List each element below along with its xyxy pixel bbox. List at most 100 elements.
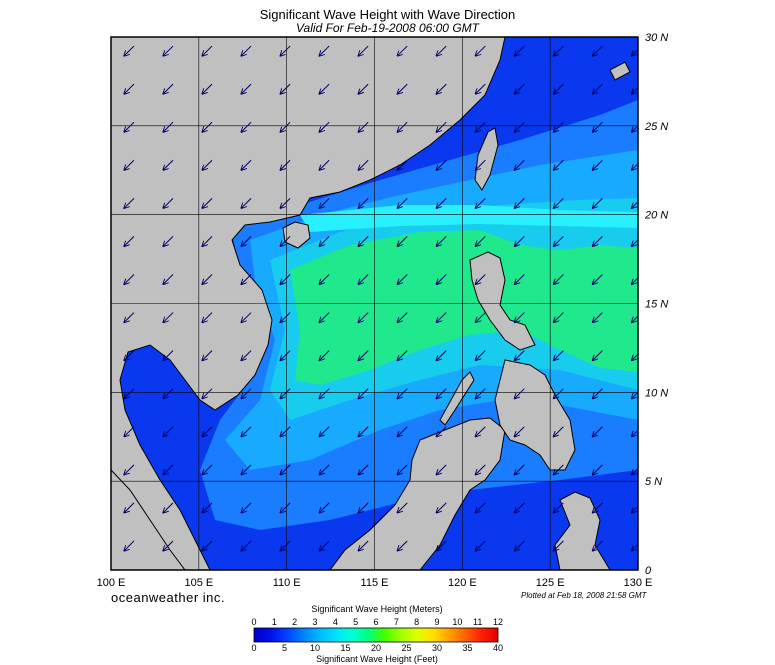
wave-arrow — [124, 274, 135, 284]
wave-arrow — [553, 312, 564, 323]
wave-arrow — [632, 277, 638, 284]
wave-arrow — [397, 197, 408, 208]
wave-arrow — [241, 388, 252, 399]
wave-arrow — [202, 502, 213, 513]
wave-arrow — [241, 502, 252, 513]
wave-arrow — [475, 159, 486, 170]
wave-arrow — [358, 350, 369, 361]
wave-arrow — [553, 540, 564, 551]
colorbar: 0 1 2 3 4 5 6 7 8 9 10 11 12 0 5 10 15 20 25 30 35 40 — [251, 617, 503, 653]
wave-arrow — [319, 121, 330, 132]
lon-tick-label: 110 E — [273, 577, 301, 589]
wave-arrow — [241, 121, 252, 132]
wave-arrow — [280, 236, 291, 246]
wave-arrow — [358, 159, 369, 170]
wave-arrow — [358, 388, 369, 399]
colorbar-feet-label: 0 — [251, 643, 256, 653]
wave-arrow — [475, 540, 486, 551]
wave-arrow — [124, 45, 135, 56]
wave-arrow — [124, 426, 135, 437]
wave-arrow — [632, 239, 638, 246]
lat-tick-label: 10 N — [645, 387, 668, 399]
wave-arrow — [553, 45, 564, 56]
colorbar-meter-label: 0 — [251, 617, 256, 627]
wave-arrow — [163, 502, 174, 513]
colorbar-meter-label: 5 — [353, 617, 358, 627]
wave-arrow — [202, 45, 213, 56]
wave-arrow — [124, 236, 135, 246]
colorbar-feet-label: 40 — [493, 643, 503, 653]
wave-arrow — [632, 391, 638, 399]
colorbar-meter-label: 1 — [272, 617, 277, 627]
latitude-labels: 30 N 25 N 20 N 15 N 10 N 5 N 0 — [644, 32, 668, 577]
wave-arrow — [592, 502, 603, 513]
wave-arrow — [319, 426, 330, 437]
wave-arrow — [358, 83, 369, 94]
wave-arrow — [436, 464, 447, 475]
wave-arrow — [592, 121, 603, 132]
wave-arrow — [632, 467, 638, 475]
wave-arrow — [124, 159, 135, 170]
wave-arrow — [280, 121, 291, 132]
wave-arrow — [358, 274, 369, 284]
wave-arrow — [319, 540, 330, 551]
wave-arrow — [202, 464, 213, 475]
land-palawan — [439, 371, 475, 426]
wave-arrow — [592, 426, 603, 437]
colorbar-feet-label: 5 — [282, 643, 287, 653]
wave-arrow — [436, 502, 447, 513]
land-borneo — [329, 417, 506, 570]
wave-arrow — [358, 464, 369, 475]
wave-arrow — [280, 502, 291, 513]
wave-arrow — [475, 502, 486, 513]
colorbar-meter-label: 11 — [473, 617, 482, 627]
wave-arrow — [475, 83, 486, 94]
wave-arrow — [163, 121, 174, 132]
wave-arrow — [436, 388, 447, 399]
wave-arrow — [397, 502, 408, 513]
colorbar-meter-label: 12 — [493, 617, 503, 627]
wave-band-green — [290, 230, 638, 385]
wave-arrow — [358, 502, 369, 513]
wave-arrow — [592, 312, 603, 323]
wave-arrow — [514, 312, 525, 323]
wave-arrow — [163, 350, 174, 361]
wave-arrow — [241, 274, 252, 284]
wave-arrow — [358, 121, 369, 132]
wave-arrow — [241, 312, 252, 323]
wave-arrow — [163, 197, 174, 208]
wave-arrow — [319, 197, 330, 208]
wave-arrow — [553, 502, 564, 513]
wave-arrow — [397, 464, 408, 475]
wave-arrow — [202, 388, 213, 399]
wave-arrow — [397, 274, 408, 284]
wave-arrow — [280, 312, 291, 323]
wave-arrow — [553, 464, 564, 475]
lon-tick-label: 100 E — [97, 577, 126, 589]
colorbar-meter-label: 6 — [373, 617, 378, 627]
wave-arrow — [514, 83, 525, 94]
wave-arrow — [553, 83, 564, 94]
wave-arrow — [202, 312, 213, 323]
map-title: Significant Wave Height with Wave Direct… — [259, 7, 516, 22]
wave-arrow — [553, 388, 564, 399]
colorbar-feet-label: 15 — [340, 643, 350, 653]
colorbar-title-meters: Significant Wave Height (Meters) — [311, 604, 443, 614]
wave-arrow — [514, 236, 525, 246]
wave-arrow — [163, 540, 174, 551]
colorbar-bar — [253, 627, 499, 643]
wave-arrow — [397, 350, 408, 361]
wave-arrow — [202, 236, 213, 246]
wave-arrow — [319, 388, 330, 399]
wave-arrow — [397, 312, 408, 323]
wave-arrow — [241, 464, 252, 475]
wave-arrow — [124, 312, 135, 323]
wave-arrow — [397, 159, 408, 170]
wave-arrow — [475, 197, 486, 208]
wave-arrow — [124, 540, 135, 551]
wave-arrow — [632, 353, 638, 361]
wave-arrow — [319, 83, 330, 94]
wave-arrow — [319, 502, 330, 513]
wave-arrow — [553, 159, 564, 170]
wave-arrow — [397, 426, 408, 437]
